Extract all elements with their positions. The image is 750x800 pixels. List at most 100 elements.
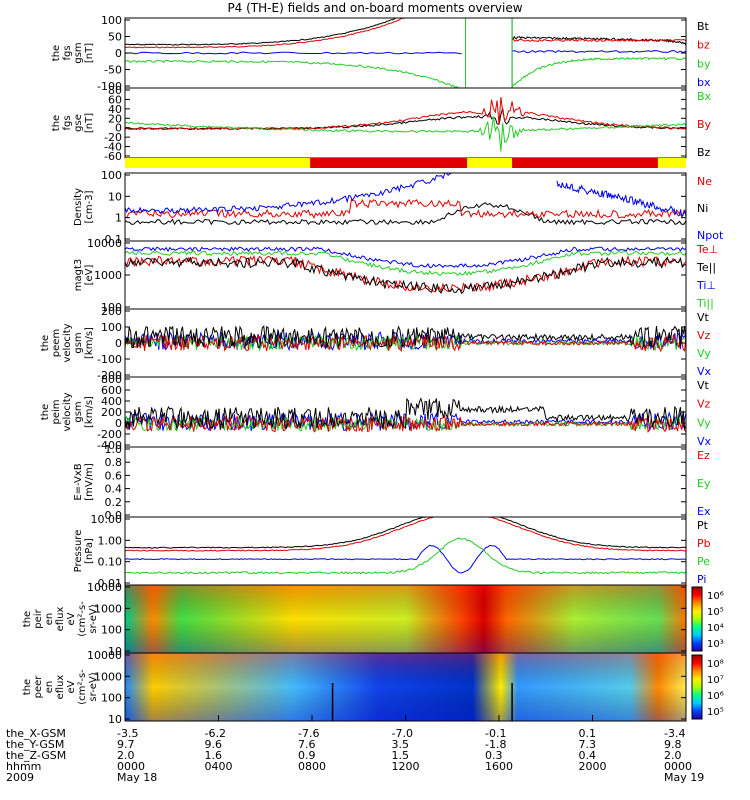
y-axis-label: [nT] — [84, 43, 95, 63]
y-tick-label: 100 — [101, 692, 122, 705]
tiperp-trace — [125, 246, 686, 269]
y-tick-label: 20 — [108, 112, 122, 125]
y-axis-label: E=-VxB — [73, 463, 84, 500]
spectrogram-shading — [125, 585, 686, 653]
panel-frame — [124, 240, 687, 310]
bz-trace — [125, 18, 462, 49]
y-tick-label: 1000 — [94, 602, 122, 615]
y-tick-label: 0.0 — [105, 509, 123, 522]
footer-value: 9.7 — [117, 738, 135, 751]
y-tick-label: 10000 — [87, 237, 122, 250]
y-tick-label: 0.6 — [105, 469, 123, 482]
y-axis-label: peir — [33, 608, 44, 628]
y-tick-label: -100 — [97, 353, 122, 366]
colorbar-tick-label: 10⁶ — [707, 591, 724, 602]
legend-pe: Pe — [697, 555, 710, 568]
footer-value: 1.6 — [204, 749, 223, 762]
y-axis-label: eV — [66, 680, 77, 693]
footer-row-label: the_Z-GSM — [6, 749, 67, 762]
footer-value: 0800 — [298, 760, 326, 773]
y-axis-label: en — [44, 681, 55, 694]
y-axis-label: Density — [73, 188, 84, 226]
panel-peim_velocity-traces — [125, 397, 686, 434]
legend-bt: Bt — [697, 20, 710, 33]
y-axis-label: peim — [51, 399, 62, 424]
panel-peer_spec-traces — [125, 653, 686, 721]
panel-peir_spec-traces — [125, 585, 686, 653]
footer-row-label: hhmm — [6, 760, 42, 773]
footer-value: 0400 — [204, 760, 233, 773]
legend-vz: Vz — [697, 398, 711, 411]
y-tick-label: 0.10 — [98, 556, 123, 569]
footer-value: -6.2 — [204, 727, 226, 740]
legend-te: Te|| — [696, 261, 716, 274]
y-tick-label: 1.00 — [98, 534, 123, 547]
colorbar-tick-label: 10³ — [707, 639, 724, 650]
y-tick-label: 1 — [115, 212, 122, 225]
legend-vy: Vy — [697, 416, 711, 429]
y-axis-label: peem — [51, 329, 62, 357]
y-tick-label: -50 — [104, 64, 122, 77]
y-tick-label: 50 — [108, 31, 122, 44]
y-axis-label: eflux — [55, 607, 66, 632]
colorbar — [691, 654, 703, 720]
y-axis-label: gsm — [73, 401, 84, 422]
y-axis-label: (cm²-s- — [77, 669, 88, 705]
pb-trace — [125, 517, 686, 552]
y-tick-label: 40 — [108, 103, 122, 116]
legend-pb: Pb — [697, 537, 711, 550]
footer-row-label: the_X-GSM — [6, 727, 66, 740]
footer-value: 0.3 — [485, 749, 503, 762]
pe-trace — [125, 537, 686, 575]
plot-title: P4 (TH-E) fields and on-board moments ov… — [227, 1, 523, 15]
colorbar-tick-label: 10⁵ — [707, 607, 724, 618]
legend-bx: Bx — [697, 90, 712, 103]
npot-trace — [556, 180, 686, 218]
footer-value: 2.0 — [117, 749, 135, 762]
y-axis-label: velocity — [62, 323, 73, 362]
y-axis-label: sr-eV) — [88, 604, 99, 633]
legend-bx: bx — [697, 76, 711, 89]
y-axis-label: [km/s] — [84, 327, 95, 359]
y-axis-label: the — [22, 679, 33, 695]
colorbar-tick-label: 10⁶ — [707, 691, 724, 702]
y-tick-label: 10000 — [87, 649, 122, 662]
y-tick-label: 1000 — [94, 670, 122, 683]
colorbar-tick-label: 10⁴ — [707, 623, 724, 634]
y-axis-label: fgs — [62, 45, 73, 60]
legend-pt: Pt — [697, 519, 709, 532]
y-tick-label: 0.4 — [105, 483, 123, 496]
footer-value: 9.6 — [204, 738, 223, 751]
mode-bar-segment — [657, 158, 686, 168]
panel-density-traces — [125, 173, 686, 226]
footer-value: -3.5 — [117, 727, 139, 740]
panel-temperature: 10000 1000 100 magt3 [eV] Te⊥ Te|| Ti⊥ Ti|| — [73, 237, 718, 314]
pi-trace — [125, 544, 686, 574]
panel-peem_velocity: 200 100 0 -100 -200 the peem velocity gsm [km/s] V… — [40, 305, 712, 382]
y-tick-label: -20 — [104, 131, 122, 144]
legend-ti: Ti⊥ — [696, 279, 716, 292]
panel-pressure: 10.00 1.00 0.10 0.01 Pressure [nPa] Pt Pb Pe Pi — [73, 513, 711, 590]
legend-bz: bz — [697, 39, 710, 52]
y-tick-label: 0.01 — [98, 577, 123, 590]
vt-trace — [125, 397, 686, 431]
legend-npot: Npot — [697, 229, 724, 242]
y-tick-label: 800 — [101, 373, 122, 386]
panel-fgs_gsm-traces — [125, 18, 686, 88]
bx-trace — [125, 51, 462, 55]
y-axis-label: sr-eV) — [88, 672, 99, 701]
y-axis-label: [eV] — [84, 265, 95, 286]
y-axis-label: gsm — [73, 42, 84, 63]
footer-value: 3.5 — [391, 738, 410, 751]
legend-vx: Vx — [697, 365, 712, 378]
footer-value: 1200 — [391, 760, 420, 773]
by-trace — [125, 97, 686, 131]
panel-fgs_gse-traces — [125, 97, 686, 152]
footer-value: -7.0 — [391, 727, 413, 740]
mode-bar-segment — [125, 158, 311, 168]
y-tick-label: -100 — [97, 80, 122, 93]
y-axis-label: gsm — [73, 332, 84, 353]
bz-trace — [512, 38, 686, 43]
y-axis-label: the — [40, 335, 51, 351]
y-tick-label: 400 — [101, 395, 122, 408]
